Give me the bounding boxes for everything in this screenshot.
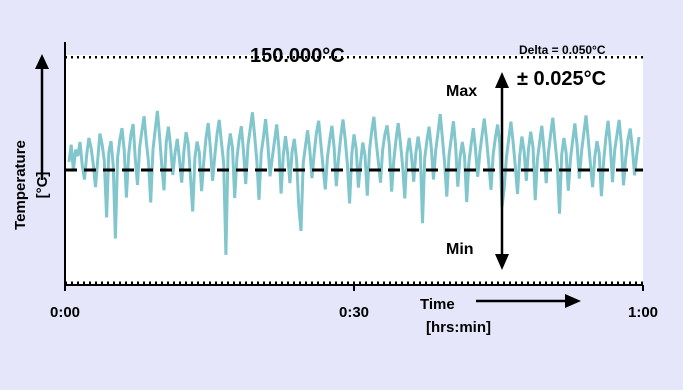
x-axis-label: Time	[420, 296, 455, 313]
max-label: Max	[446, 83, 477, 100]
y-axis-label: Temperature	[12, 140, 29, 230]
tolerance-label: ± 0.025°C	[517, 68, 606, 90]
x-tick-labels: 0:00 0:30 1:00	[50, 304, 658, 321]
series-group	[67, 110, 641, 255]
x-tick-marks	[64, 285, 644, 291]
x-axis-unit: [hrs:min]	[426, 319, 491, 336]
x-axis-arrow-head	[565, 294, 581, 308]
range-arrow-top-head	[495, 72, 509, 88]
y-axis-arrow-head	[35, 54, 49, 69]
y-axis-unit: [°C]	[34, 172, 51, 199]
x-tick-label: 1:00	[628, 304, 658, 321]
range-arrow-bottom-head	[495, 254, 509, 270]
x-tick-label: 0:30	[339, 304, 369, 321]
min-label: Min	[446, 241, 474, 258]
delta-label: Delta = 0.050°C	[519, 43, 606, 57]
x-tick-label: 0:00	[50, 304, 80, 321]
y-axis-label-group: Temperature [°C]	[12, 140, 51, 230]
temperature-series-line	[67, 110, 641, 255]
setpoint-label: 150.000°C	[250, 45, 345, 67]
